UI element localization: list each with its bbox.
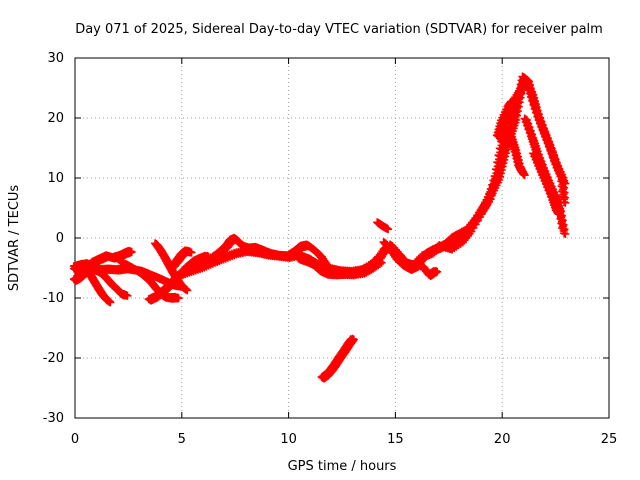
series-18	[505, 131, 529, 180]
data-point	[123, 291, 132, 300]
series-13	[373, 218, 393, 234]
x-tick-label: 0	[71, 432, 79, 447]
x-tick-label: 15	[387, 432, 404, 447]
x-tick-label: 5	[178, 432, 186, 447]
data-point	[174, 294, 183, 303]
data-point	[173, 293, 182, 302]
y-tick-label: 0	[56, 231, 64, 246]
grid	[74, 57, 610, 419]
y-tick-label: -20	[43, 351, 64, 366]
y-tick-label: 20	[47, 111, 64, 126]
y-tick-label: 10	[47, 171, 64, 186]
y-axis-label: SDTVAR / TECUs	[7, 185, 22, 292]
data-points	[69, 72, 570, 383]
y-tick-label: -10	[43, 291, 64, 306]
x-tick-label: 10	[280, 432, 297, 447]
x-axis: 0 5 10 15 20 25	[71, 58, 617, 447]
data-point	[106, 298, 115, 307]
chart-title: Day 071 of 2025, Sidereal Day-to-day VTE…	[75, 22, 603, 37]
y-tick-label: -30	[43, 411, 64, 426]
series-5	[116, 257, 183, 303]
series-12	[317, 334, 358, 383]
x-tick-label: 25	[601, 432, 618, 447]
y-tick-label: 30	[47, 51, 64, 66]
data-point	[127, 248, 136, 256]
y-axis: -30 -20 -10 0 10 20 30	[43, 51, 609, 426]
x-tick-label: 20	[494, 432, 511, 447]
series-3	[84, 269, 115, 307]
x-axis-label: GPS time / hours	[288, 459, 397, 474]
